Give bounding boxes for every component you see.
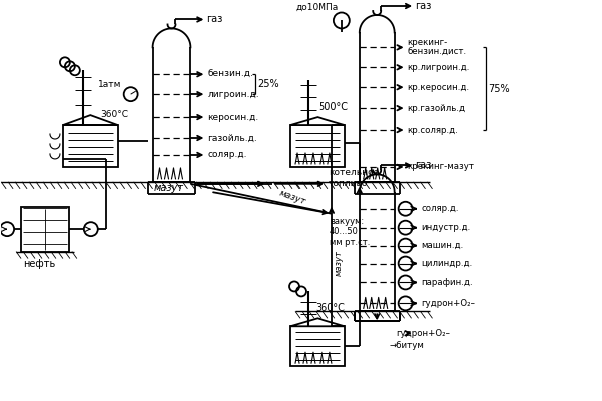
Text: бензин.д.: бензин.д. — [207, 70, 253, 79]
Text: керосин.д.: керосин.д. — [207, 113, 259, 122]
Text: мазут: мазут — [278, 189, 306, 207]
Bar — [290, 326, 345, 366]
Text: →битум: →битум — [389, 341, 424, 350]
Text: 360°С: 360°С — [315, 303, 345, 313]
Text: машин.д.: машин.д. — [421, 241, 464, 250]
Text: гудрон+О₂–: гудрон+О₂– — [397, 329, 451, 338]
Text: мазут: мазут — [335, 251, 344, 276]
Text: соляр.д.: соляр.д. — [421, 204, 459, 213]
Text: соляр.д.: соляр.д. — [207, 150, 247, 160]
Text: крекинг-мазут: крекинг-мазут — [408, 162, 474, 171]
Text: вакуум:
40...50
мм рт.ст.: вакуум: 40...50 мм рт.ст. — [330, 217, 370, 247]
Text: кр.соляр.д.: кр.соляр.д. — [408, 126, 459, 135]
Text: 25%: 25% — [257, 79, 279, 89]
Polygon shape — [290, 117, 345, 125]
Bar — [290, 125, 345, 167]
Text: газ: газ — [206, 14, 223, 24]
Text: нефть: нефть — [23, 259, 55, 269]
Text: мазут: мазут — [154, 183, 184, 193]
Bar — [63, 125, 118, 167]
Text: 1атм: 1атм — [98, 80, 121, 89]
Text: до10МПа: до10МПа — [295, 3, 338, 12]
Text: индустр.д.: индустр.д. — [421, 223, 471, 232]
Text: гудрон+О₂–: гудрон+О₂– — [421, 299, 476, 308]
Text: лигроин.д.: лигроин.д. — [207, 90, 259, 99]
Text: газ: газ — [415, 160, 432, 170]
Text: цилиндр.д.: цилиндр.д. — [421, 259, 473, 268]
Text: кр.газойль.д: кр.газойль.д — [408, 103, 466, 113]
Text: котельное
топливо: котельное топливо — [329, 168, 379, 188]
Text: газойль.д.: газойль.д. — [207, 134, 257, 142]
Text: парафин.д.: парафин.д. — [421, 278, 473, 287]
Polygon shape — [290, 318, 345, 326]
Text: 500°С: 500°С — [318, 102, 348, 112]
Text: крекинг-
бензин.дист.: крекинг- бензин.дист. — [408, 38, 467, 57]
Polygon shape — [63, 115, 118, 125]
Text: кр.лигроин.д.: кр.лигроин.д. — [408, 63, 470, 72]
Text: газ: газ — [415, 1, 432, 11]
Text: кр.керосин.д.: кр.керосин.д. — [408, 83, 470, 92]
Bar — [21, 207, 69, 251]
Text: 360°С: 360°С — [101, 109, 129, 119]
Text: 75%: 75% — [488, 84, 510, 94]
